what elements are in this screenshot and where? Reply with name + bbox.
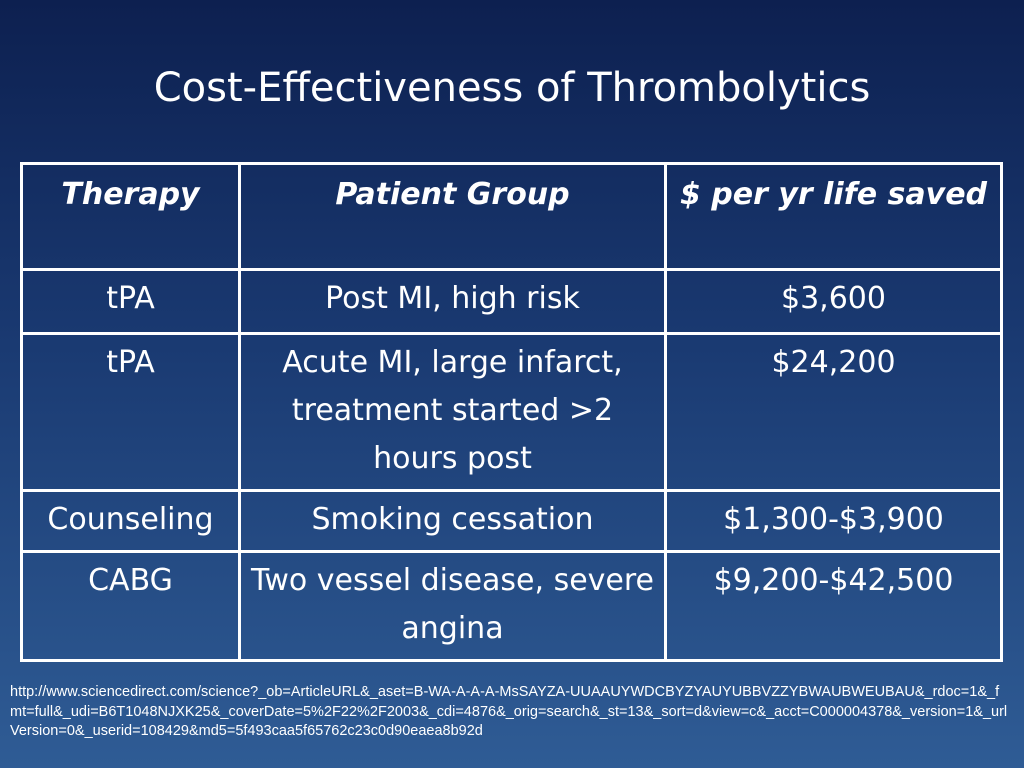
- cell-cost: $3,600: [664, 268, 1003, 335]
- cell-therapy: tPA: [20, 332, 241, 492]
- header-patient-group: Patient Group: [238, 162, 667, 271]
- cost-table: Therapy Patient Group $ per yr life save…: [20, 162, 1003, 662]
- table-row: Counseling Smoking cessation $1,300-$3,9…: [20, 489, 1003, 553]
- slide-title: Cost-Effectiveness of Thrombolytics: [153, 65, 871, 111]
- table-row: tPA Acute MI, large infarct, treatment s…: [20, 332, 1003, 492]
- header-therapy: Therapy: [20, 162, 241, 271]
- cell-therapy: CABG: [20, 550, 241, 662]
- cell-cost: $9,200-$42,500: [664, 550, 1003, 662]
- source-url: http://www.sciencedirect.com/science?_ob…: [10, 684, 1008, 739]
- cell-cost: $1,300-$3,900: [664, 489, 1003, 553]
- cell-patient-group: Two vessel disease, severe angina: [238, 550, 667, 662]
- cell-patient-group: Smoking cessation: [238, 489, 667, 553]
- header-cost-per-life-year: $ per yr life saved: [664, 162, 1003, 271]
- cell-therapy: Counseling: [20, 489, 241, 553]
- table-row: CABG Two vessel disease, severe angina $…: [20, 550, 1003, 662]
- cell-patient-group: Post MI, high risk: [238, 268, 667, 335]
- table-row: tPA Post MI, high risk $3,600: [20, 268, 1003, 335]
- cell-patient-group: Acute MI, large infarct, treatment start…: [238, 332, 667, 492]
- table-header-row: Therapy Patient Group $ per yr life save…: [20, 162, 1003, 271]
- cell-cost: $24,200: [664, 332, 1003, 492]
- cell-therapy: tPA: [20, 268, 241, 335]
